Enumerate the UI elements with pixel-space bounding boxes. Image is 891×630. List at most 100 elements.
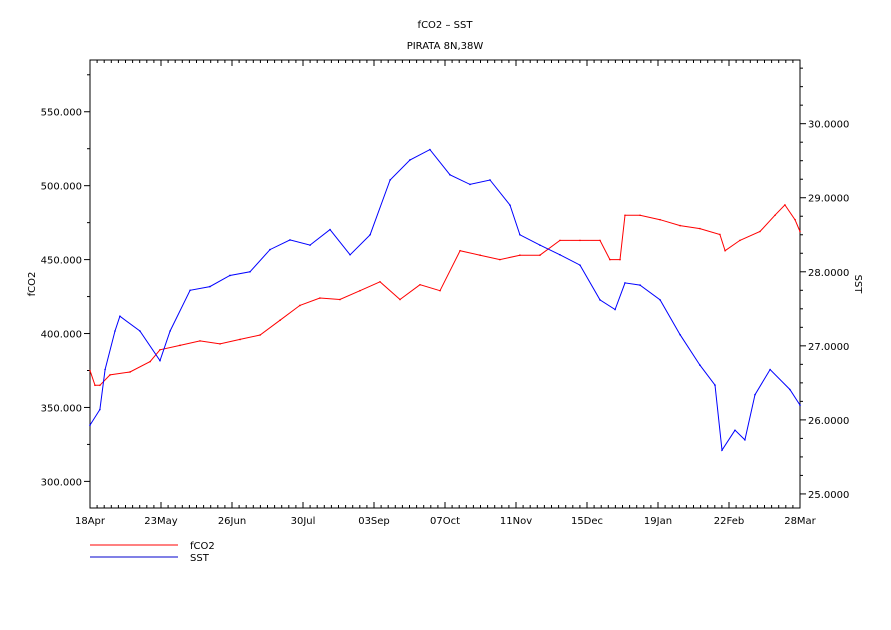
data-point-fco2	[109, 374, 111, 376]
data-point-fco2	[319, 297, 321, 299]
y-right-tick-label: 30.0000	[808, 120, 849, 131]
data-point-sst	[119, 315, 121, 318]
x-tick-label: 23May	[144, 516, 177, 527]
data-point-fco2	[719, 233, 721, 236]
data-point-fco2	[624, 214, 626, 217]
data-point-sst	[769, 368, 771, 371]
data-point-sst	[159, 359, 161, 362]
data-point-sst	[329, 228, 331, 231]
data-point-sst	[289, 239, 291, 241]
data-point-sst	[189, 289, 191, 292]
legend: fCO2 SST	[90, 541, 215, 564]
data-point-sst	[754, 393, 756, 396]
x-tick-label: 26Jun	[218, 516, 246, 527]
data-point-sst	[599, 299, 601, 301]
y-tick-label: 300.000	[41, 477, 82, 488]
data-point-fco2	[579, 239, 581, 242]
x-tick-label: 22Feb	[714, 516, 744, 527]
data-point-fco2	[89, 369, 91, 372]
data-point-fco2	[799, 230, 801, 233]
data-point-fco2	[599, 239, 601, 242]
data-point-fco2	[159, 348, 161, 351]
data-point-sst	[639, 284, 641, 286]
data-point-fco2	[399, 298, 401, 301]
x-tick-label: 03Sep	[358, 516, 390, 527]
data-point-sst	[799, 404, 801, 406]
data-point-fco2	[479, 254, 481, 256]
y-tick-label: 550.000	[41, 108, 82, 119]
x-tick-label: 07Oct	[430, 516, 460, 527]
data-point-sst	[114, 330, 116, 332]
data-point-fco2	[149, 360, 151, 363]
data-point-sst	[229, 274, 231, 277]
chart-title: fCO2 – SST	[418, 20, 474, 31]
data-point-sst	[139, 330, 141, 332]
data-point-sst	[509, 204, 511, 206]
data-point-sst	[734, 429, 736, 432]
x-tick-label: 19Jan	[644, 516, 672, 527]
y-right-tick-label: 29.0000	[808, 194, 849, 205]
y-right-tick-label: 26.0000	[808, 416, 849, 427]
data-point-fco2	[439, 289, 441, 292]
data-point-fco2	[519, 254, 521, 256]
data-point-fco2	[724, 249, 726, 252]
data-point-fco2	[179, 344, 181, 347]
data-point-fco2	[279, 319, 281, 322]
plot-frame	[89, 59, 801, 509]
x-tick-label: 30Jul	[291, 516, 316, 527]
series-line-sst	[89, 148, 801, 452]
legend-label-sst: SST	[190, 553, 210, 564]
y-tick-label: 400.000	[41, 330, 82, 341]
x-tick-label: 18Apr	[75, 516, 106, 527]
data-point-fco2	[499, 258, 501, 261]
y-right-tick-label: 25.0000	[808, 490, 849, 501]
data-point-fco2	[94, 384, 96, 387]
data-point-fco2	[129, 371, 131, 373]
data-point-sst	[539, 244, 541, 246]
series-line-fco2	[89, 204, 801, 386]
data-point-fco2	[774, 214, 776, 217]
y-right-tick-label: 27.0000	[808, 342, 849, 353]
data-point-sst	[789, 388, 791, 391]
x-tick-label: 15Dec	[571, 516, 603, 527]
data-point-sst	[519, 233, 521, 236]
data-point-sst	[389, 179, 391, 181]
data-point-fco2	[699, 227, 701, 230]
data-point-fco2	[299, 304, 301, 307]
y-tick-label: 450.000	[41, 256, 82, 267]
data-point-fco2	[784, 204, 786, 206]
data-point-fco2	[219, 343, 221, 345]
data-point-sst	[659, 299, 661, 301]
data-point-fco2	[619, 258, 621, 261]
data-point-sst	[169, 330, 171, 332]
y-axis-right-label: SST	[852, 275, 863, 295]
data-point-sst	[714, 384, 716, 386]
data-point-fco2	[419, 283, 421, 286]
x-tick-label: 11Nov	[500, 516, 532, 527]
data-point-sst	[269, 248, 271, 251]
data-point-fco2	[609, 258, 611, 261]
data-point-sst	[614, 308, 616, 311]
data-point-fco2	[259, 334, 261, 336]
y-tick-label: 350.000	[41, 403, 82, 414]
data-point-fco2	[379, 280, 381, 283]
data-point-sst	[309, 244, 311, 246]
y-right-tick-label: 28.0000	[808, 268, 849, 279]
data-point-sst	[721, 449, 723, 452]
data-point-sst	[409, 159, 411, 161]
data-point-fco2	[239, 338, 241, 341]
data-point-fco2	[759, 230, 761, 233]
data-point-fco2	[639, 214, 641, 217]
data-point-fco2	[539, 254, 541, 256]
series-lines	[89, 148, 801, 452]
data-point-fco2	[659, 218, 661, 221]
data-point-sst	[699, 364, 701, 366]
data-point-sst	[579, 264, 581, 266]
data-point-fco2	[199, 340, 201, 342]
data-point-sst	[624, 282, 626, 284]
data-point-fco2	[739, 239, 741, 242]
chart-subtitle: PIRATA 8N,38W	[407, 41, 484, 52]
data-point-sst	[469, 183, 471, 186]
data-point-sst	[99, 408, 101, 411]
data-point-fco2	[794, 218, 796, 221]
